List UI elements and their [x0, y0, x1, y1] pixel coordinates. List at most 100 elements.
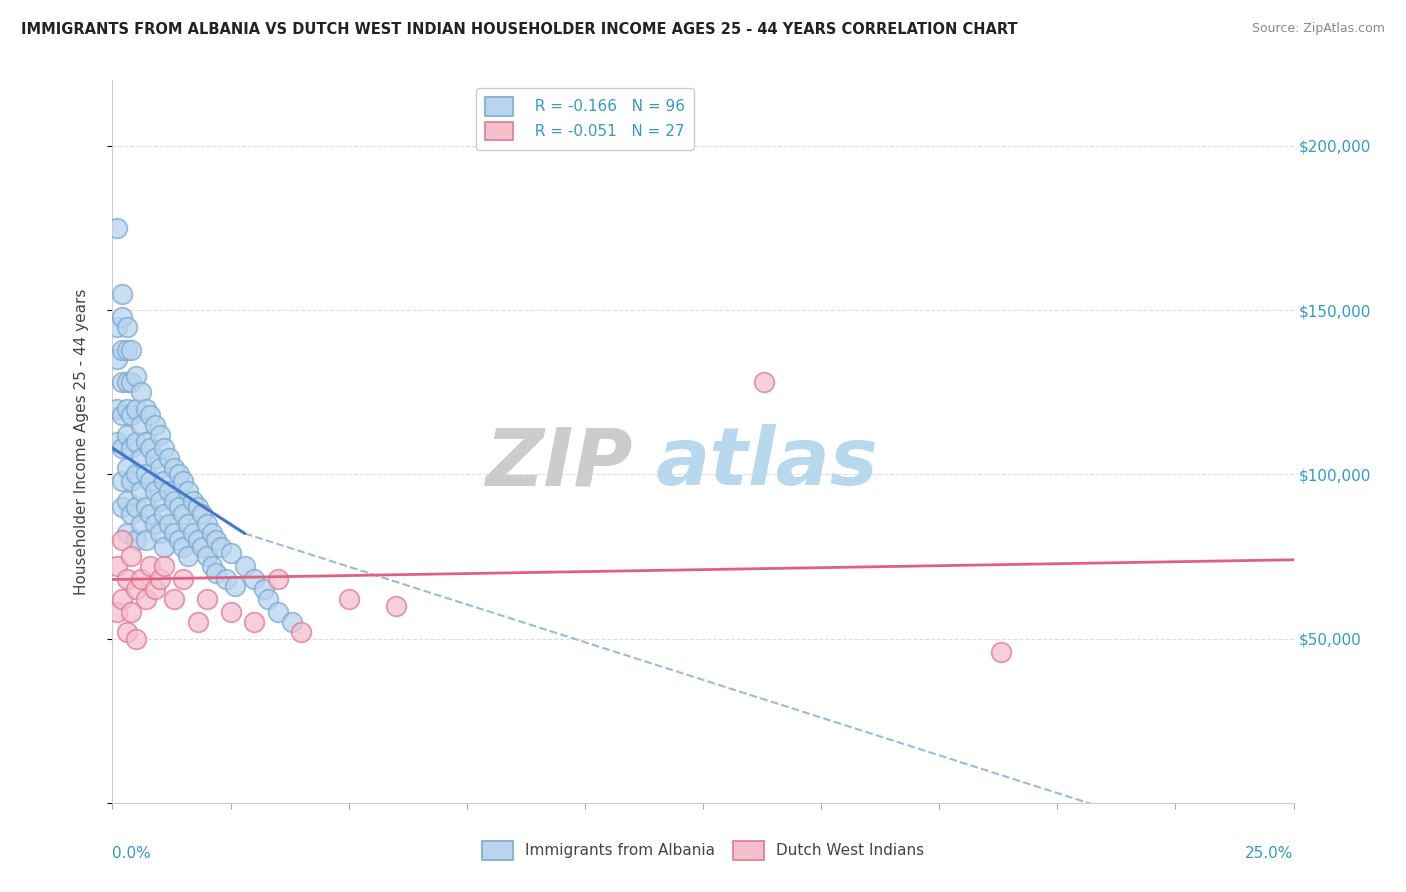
Point — [267, 605, 290, 619]
Point — [129, 483, 152, 498]
Point — [129, 450, 152, 465]
Point — [120, 507, 142, 521]
Point — [129, 573, 152, 587]
Point — [125, 582, 148, 597]
Point — [129, 516, 152, 531]
Point — [172, 573, 194, 587]
Point — [135, 592, 157, 607]
Point — [205, 533, 228, 547]
Point — [167, 467, 190, 482]
Point — [135, 467, 157, 482]
Point — [181, 526, 204, 541]
Point — [243, 573, 266, 587]
Point — [195, 549, 218, 564]
Point — [111, 376, 134, 390]
Point — [139, 507, 162, 521]
Point — [143, 516, 166, 531]
Point — [115, 343, 138, 357]
Point — [111, 474, 134, 488]
Point — [209, 540, 232, 554]
Point — [201, 559, 224, 574]
Point — [115, 625, 138, 640]
Point — [186, 615, 208, 630]
Point — [111, 500, 134, 515]
Point — [115, 493, 138, 508]
Point — [105, 221, 128, 235]
Point — [172, 474, 194, 488]
Point — [139, 559, 162, 574]
Point — [233, 559, 256, 574]
Point — [205, 566, 228, 580]
Point — [186, 500, 208, 515]
Point — [120, 343, 142, 357]
Point — [267, 573, 290, 587]
Point — [120, 376, 142, 390]
Point — [115, 573, 138, 587]
Point — [120, 409, 142, 423]
Point — [125, 467, 148, 482]
Point — [105, 434, 128, 449]
Point — [153, 474, 176, 488]
Point — [139, 441, 162, 455]
Point — [135, 500, 157, 515]
Point — [115, 401, 138, 416]
Point — [253, 582, 276, 597]
Point — [163, 526, 186, 541]
Point — [111, 343, 134, 357]
Point — [135, 401, 157, 416]
Point — [143, 582, 166, 597]
Point — [191, 540, 214, 554]
Text: 25.0%: 25.0% — [1246, 847, 1294, 861]
Point — [219, 605, 242, 619]
Point — [219, 546, 242, 560]
Point — [195, 592, 218, 607]
Point — [135, 434, 157, 449]
Text: 0.0%: 0.0% — [112, 847, 152, 861]
Point — [385, 599, 408, 613]
Point — [153, 540, 176, 554]
Point — [153, 559, 176, 574]
Point — [157, 516, 180, 531]
Point — [243, 615, 266, 630]
Point — [201, 526, 224, 541]
Point — [115, 460, 138, 475]
Point — [337, 592, 360, 607]
Point — [163, 460, 186, 475]
Point — [111, 592, 134, 607]
Point — [120, 474, 142, 488]
Point — [105, 401, 128, 416]
Point — [191, 507, 214, 521]
Point — [153, 441, 176, 455]
Point — [111, 310, 134, 324]
Point — [177, 483, 200, 498]
Point — [129, 385, 152, 400]
Point — [163, 592, 186, 607]
Point — [186, 533, 208, 547]
Point — [111, 286, 134, 301]
Text: atlas: atlas — [655, 425, 879, 502]
Point — [153, 507, 176, 521]
Point — [120, 549, 142, 564]
Point — [149, 573, 172, 587]
Point — [105, 319, 128, 334]
Point — [177, 549, 200, 564]
Point — [172, 540, 194, 554]
Point — [257, 592, 280, 607]
Point — [143, 450, 166, 465]
Point — [181, 493, 204, 508]
Point — [125, 500, 148, 515]
Point — [195, 516, 218, 531]
Point — [149, 493, 172, 508]
Point — [754, 376, 776, 390]
Point — [215, 573, 238, 587]
Point — [990, 645, 1012, 659]
Point — [143, 418, 166, 433]
Point — [139, 474, 162, 488]
Text: Source: ZipAtlas.com: Source: ZipAtlas.com — [1251, 22, 1385, 36]
Point — [139, 409, 162, 423]
Text: IMMIGRANTS FROM ALBANIA VS DUTCH WEST INDIAN HOUSEHOLDER INCOME AGES 25 - 44 YEA: IMMIGRANTS FROM ALBANIA VS DUTCH WEST IN… — [21, 22, 1018, 37]
Y-axis label: Householder Income Ages 25 - 44 years: Householder Income Ages 25 - 44 years — [75, 288, 89, 595]
Point — [105, 605, 128, 619]
Text: ZIP: ZIP — [485, 425, 633, 502]
Point — [224, 579, 246, 593]
